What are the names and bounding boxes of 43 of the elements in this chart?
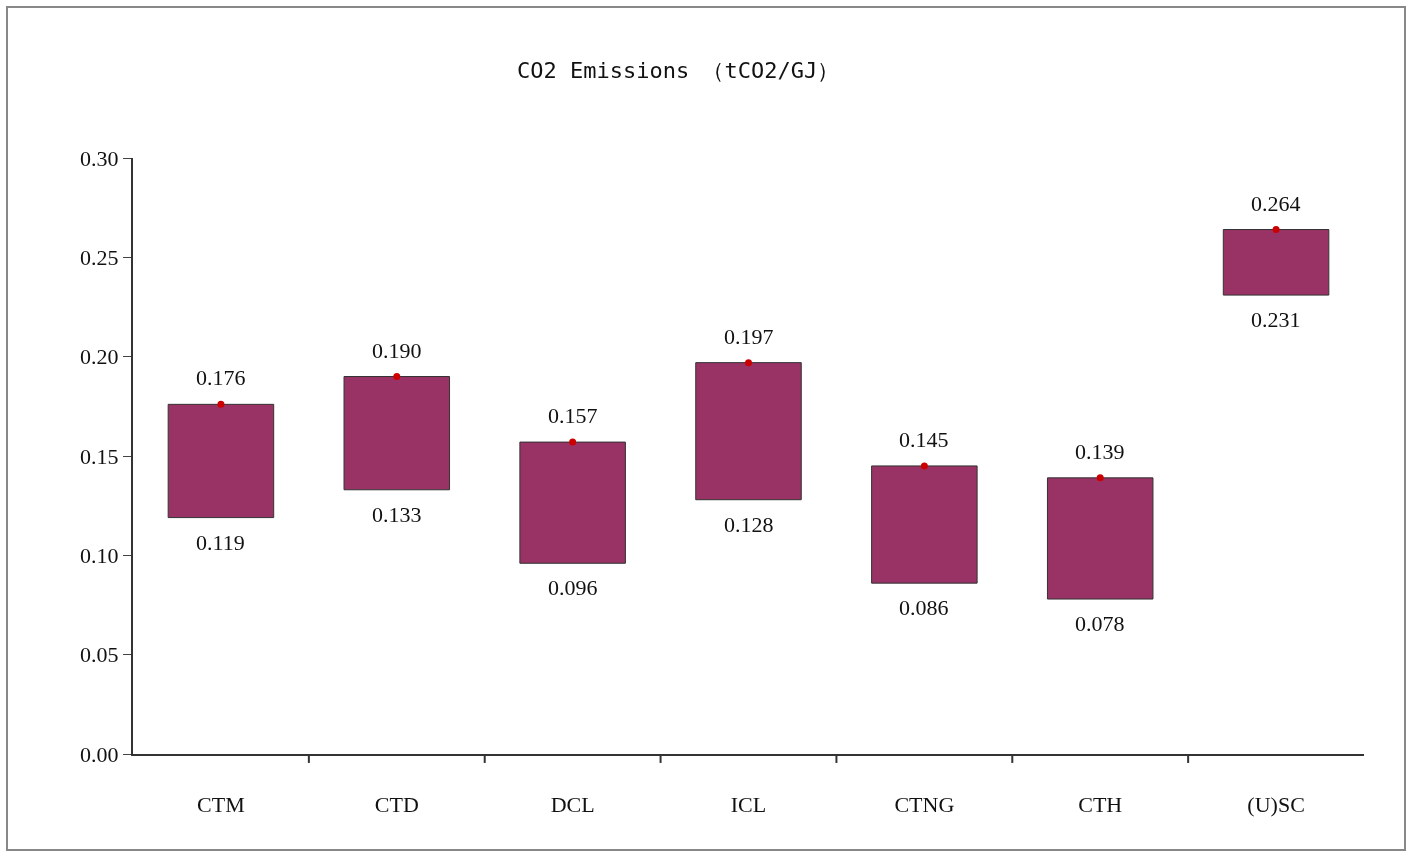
annotation: 0.128 — [724, 512, 774, 537]
x-tick-label: (U)SC — [1247, 792, 1305, 818]
x-tick-label: ICL — [730, 792, 767, 818]
chart-title: CO2 Emissions （tCO2/GJ） — [517, 58, 840, 84]
annotation: 0.133 — [372, 502, 422, 527]
y-tick-label: 0.30 — [80, 145, 119, 171]
y-tick-label: 0.05 — [80, 642, 119, 668]
annotation: 0.197 — [724, 324, 774, 349]
bar — [167, 403, 275, 519]
annotation: 0.096 — [548, 575, 598, 600]
annotation: 0.157 — [548, 403, 598, 428]
bar — [1222, 229, 1330, 296]
annotation: 0.145 — [899, 427, 949, 452]
x-tick-label: CTD — [374, 792, 419, 818]
bar — [695, 362, 802, 501]
annotation: 0.086 — [899, 595, 949, 620]
annotation: 0.176 — [196, 365, 246, 390]
x-tick-label: CTH — [1078, 792, 1123, 818]
y-tick-label: 0.25 — [80, 245, 119, 271]
x-tick-label: DCL — [550, 792, 595, 818]
y-tick-label: 0.20 — [80, 344, 119, 370]
annotation: 0.264 — [1251, 191, 1301, 216]
x-tick-label: CTNG — [894, 792, 955, 818]
annotation: 0.231 — [1251, 307, 1301, 332]
point — [217, 400, 225, 408]
point — [1272, 226, 1280, 234]
bar — [519, 441, 626, 564]
point — [920, 462, 928, 470]
bar — [343, 376, 451, 491]
point — [745, 359, 752, 367]
annotation: 0.139 — [1075, 439, 1125, 464]
bar — [1046, 477, 1154, 600]
y-tick-label: 0.15 — [80, 443, 119, 469]
point — [569, 438, 577, 446]
annotation: 0.190 — [372, 338, 422, 363]
annotation: 0.119 — [196, 530, 245, 555]
y-tick-label: 0.10 — [80, 543, 119, 569]
bar — [871, 465, 978, 584]
x-tick-label: CTM — [197, 792, 245, 818]
y-tick-label: 0.00 — [80, 741, 119, 767]
annotation: 0.078 — [1075, 611, 1125, 636]
point — [1096, 474, 1104, 482]
point — [393, 373, 401, 381]
